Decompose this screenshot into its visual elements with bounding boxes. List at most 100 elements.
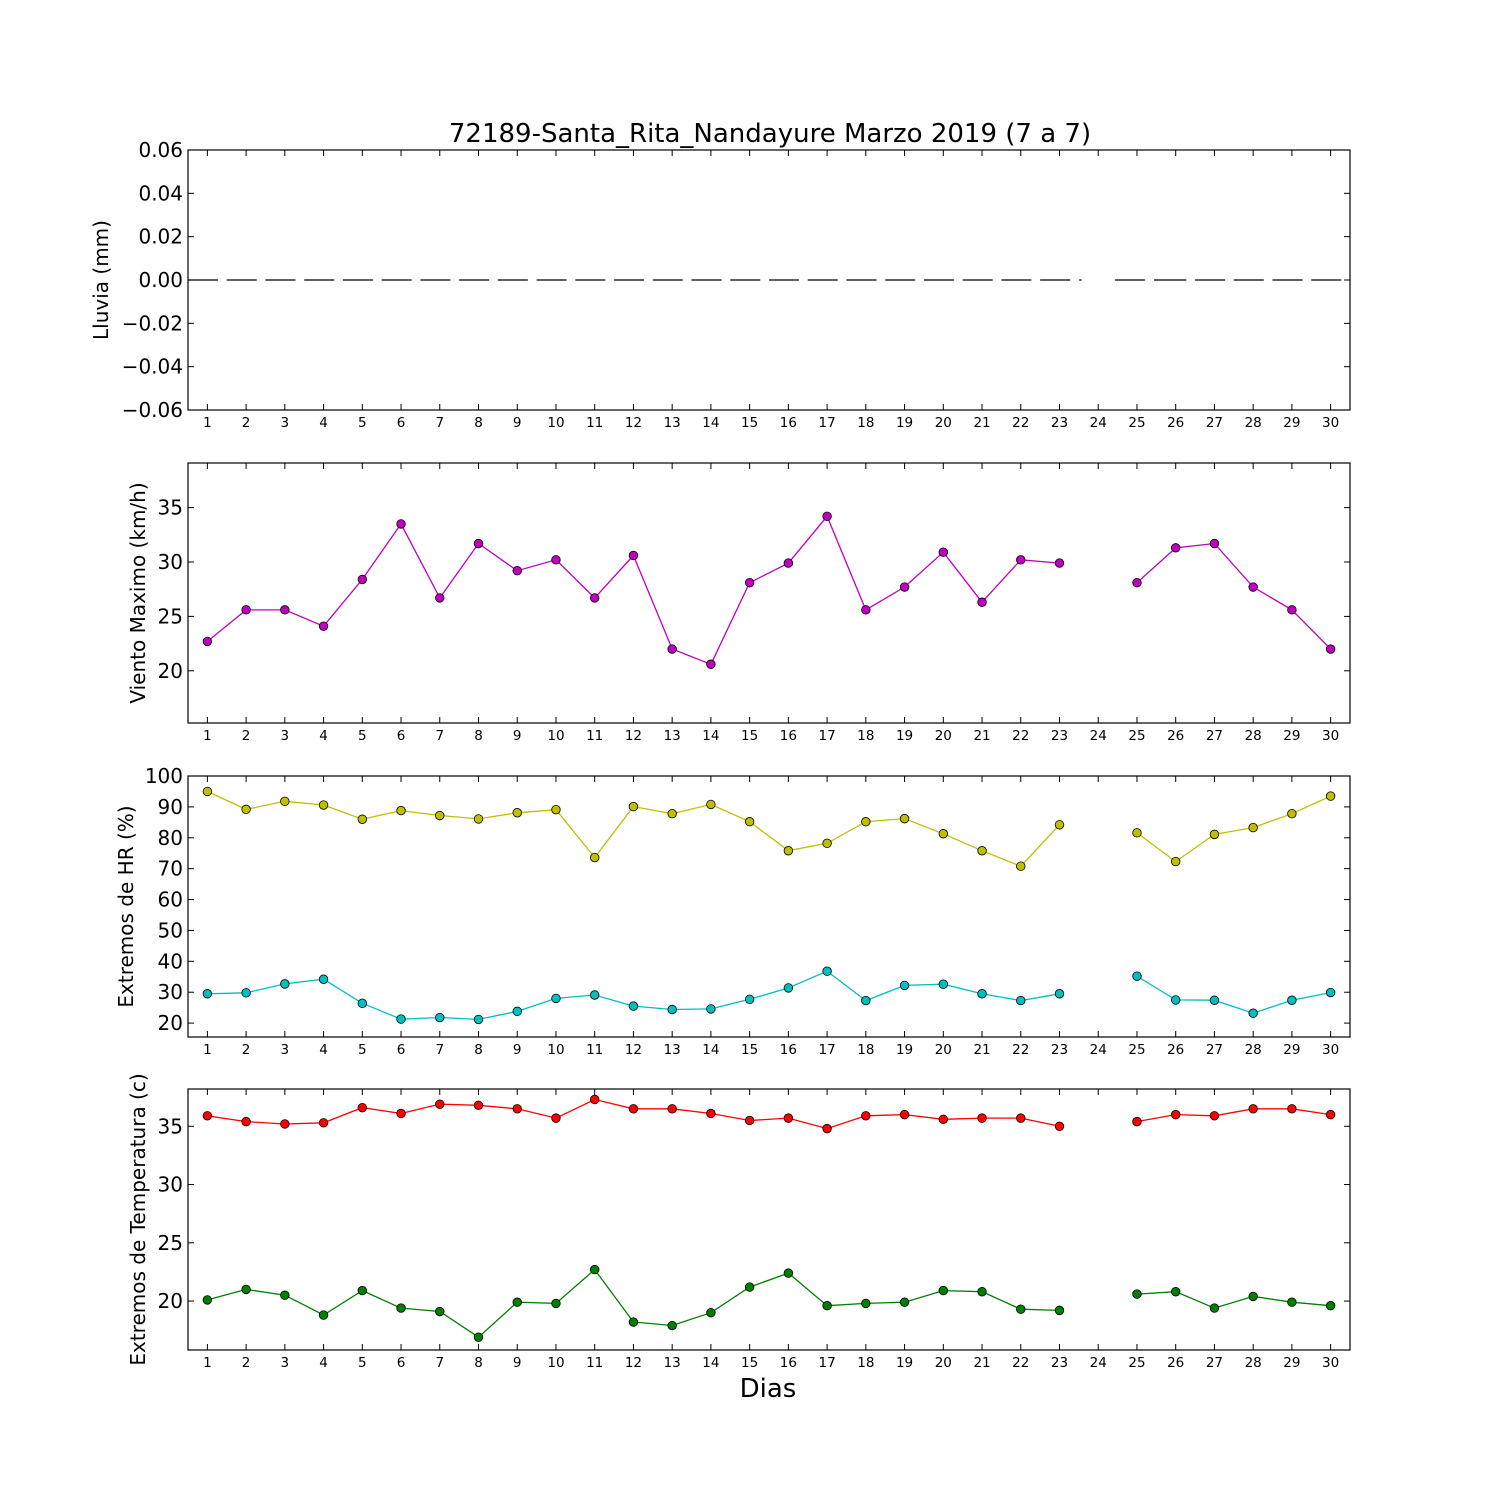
x-tick-label: 22: [1012, 728, 1029, 744]
x-tick-label: 18: [857, 1042, 874, 1058]
x-tick-label: 7: [435, 415, 444, 431]
x-tick-label: 5: [358, 415, 367, 431]
data-point: [1170, 856, 1181, 867]
y-tick-label: 25: [158, 1231, 183, 1255]
x-tick-label: 26: [1167, 1042, 1184, 1058]
data-point: [357, 1285, 368, 1296]
x-tick-label: 19: [896, 1042, 913, 1058]
data-point: [357, 1102, 368, 1113]
data-point: [1325, 1301, 1336, 1311]
data-point: [241, 1116, 251, 1127]
data-point: [318, 1310, 329, 1320]
data-point: [1054, 989, 1065, 999]
y-tick-label: 100: [145, 764, 183, 788]
x-tick-label: 25: [1128, 1355, 1145, 1371]
y-tick-label: 35: [158, 496, 183, 520]
x-tick-label: 21: [973, 1355, 990, 1371]
x-tick-label: 14: [702, 415, 719, 431]
x-tick-label: 3: [281, 415, 290, 431]
data-point: [202, 636, 213, 647]
x-tick-label: 20: [935, 728, 952, 744]
data-point: [473, 1332, 484, 1342]
y-tick-label: 30: [158, 1173, 183, 1197]
data-point: [396, 1108, 406, 1119]
x-tick-label: 14: [702, 1355, 719, 1371]
x-tick-label: 28: [1245, 1042, 1262, 1058]
data-point: [1132, 1116, 1142, 1127]
data-point: [822, 511, 832, 522]
data-point: [667, 644, 677, 654]
y-tick-label: −0.06: [122, 398, 183, 422]
x-tick-label: 9: [513, 415, 522, 431]
data-point: [899, 813, 910, 824]
data-point: [938, 1114, 949, 1124]
x-tick-label: 26: [1167, 1355, 1184, 1371]
data-point: [1054, 820, 1065, 830]
data-point: [357, 574, 368, 585]
data-point: [280, 1290, 290, 1300]
x-tick-label: 27: [1206, 415, 1223, 431]
y-tick-label: 70: [158, 857, 183, 881]
data-point: [473, 1100, 484, 1111]
y-axis-label: Extremos de Temperatura (c): [126, 1073, 150, 1365]
data-point: [1132, 971, 1142, 981]
x-tick-label: 23: [1051, 1355, 1068, 1371]
data-point: [783, 983, 794, 993]
x-tick-label: 14: [702, 1042, 719, 1058]
data-point: [1287, 605, 1297, 615]
x-tick-label: 21: [973, 415, 990, 431]
data-point: [1170, 1287, 1181, 1297]
x-tick-label: 25: [1128, 1042, 1145, 1058]
data-point: [977, 989, 987, 999]
x-tick-label: 2: [242, 728, 251, 744]
x-tick-label: 3: [281, 1355, 290, 1371]
plot-frame: [187, 775, 1351, 1038]
data-point: [473, 814, 484, 824]
data-point: [628, 550, 639, 561]
data-point: [628, 1001, 639, 1011]
data-point: [512, 808, 522, 818]
series-1: [202, 1094, 1336, 1134]
data-point: [667, 1320, 677, 1331]
x-tick-label: 23: [1051, 415, 1068, 431]
x-tick-label: 2: [242, 415, 251, 431]
x-tick-label: 27: [1206, 1042, 1223, 1058]
x-tick-label: 11: [586, 1042, 603, 1058]
x-tick-label: 15: [741, 1042, 758, 1058]
data-point: [861, 817, 871, 827]
x-tick-label: 8: [474, 1355, 483, 1371]
x-tick-label: 23: [1051, 1042, 1068, 1058]
x-tick-label: 24: [1090, 1042, 1107, 1058]
data-point: [1248, 1008, 1258, 1018]
x-tick-label: 24: [1090, 728, 1107, 744]
data-point: [241, 804, 251, 815]
x-tick-label: 7: [435, 1355, 444, 1371]
y-tick-label: 0.06: [138, 138, 183, 162]
data-point: [1209, 1111, 1220, 1121]
x-tick-label: 29: [1283, 1042, 1300, 1058]
data-point: [590, 1264, 600, 1275]
data-point: [1132, 577, 1142, 588]
x-tick-label: 25: [1128, 728, 1145, 744]
data-point: [706, 1004, 716, 1014]
data-point: [435, 1099, 445, 1109]
x-tick-label: 10: [547, 1355, 564, 1371]
x-tick-label: 12: [625, 1355, 642, 1371]
data-point: [1287, 808, 1297, 819]
data-point: [628, 1104, 639, 1114]
data-point: [318, 621, 329, 631]
data-point: [590, 593, 600, 603]
series-line: [1136, 542, 1332, 650]
x-tick-label: 3: [281, 1042, 290, 1058]
series-line: [207, 970, 1060, 1021]
x-tick-label: 15: [741, 728, 758, 744]
subplot-1: −0.06−0.04−0.020.000.020.040.061 2 3 4 5 6 7 8 9…: [89, 138, 1351, 431]
x-tick-label: 9: [513, 1042, 522, 1058]
x-tick-label: 30: [1322, 1355, 1339, 1371]
x-tick-label: 13: [664, 415, 681, 431]
x-tick-label: 22: [1012, 1042, 1029, 1058]
x-tick-label: 18: [857, 1355, 874, 1371]
data-point: [241, 1284, 251, 1295]
y-tick-label: 90: [158, 795, 183, 819]
